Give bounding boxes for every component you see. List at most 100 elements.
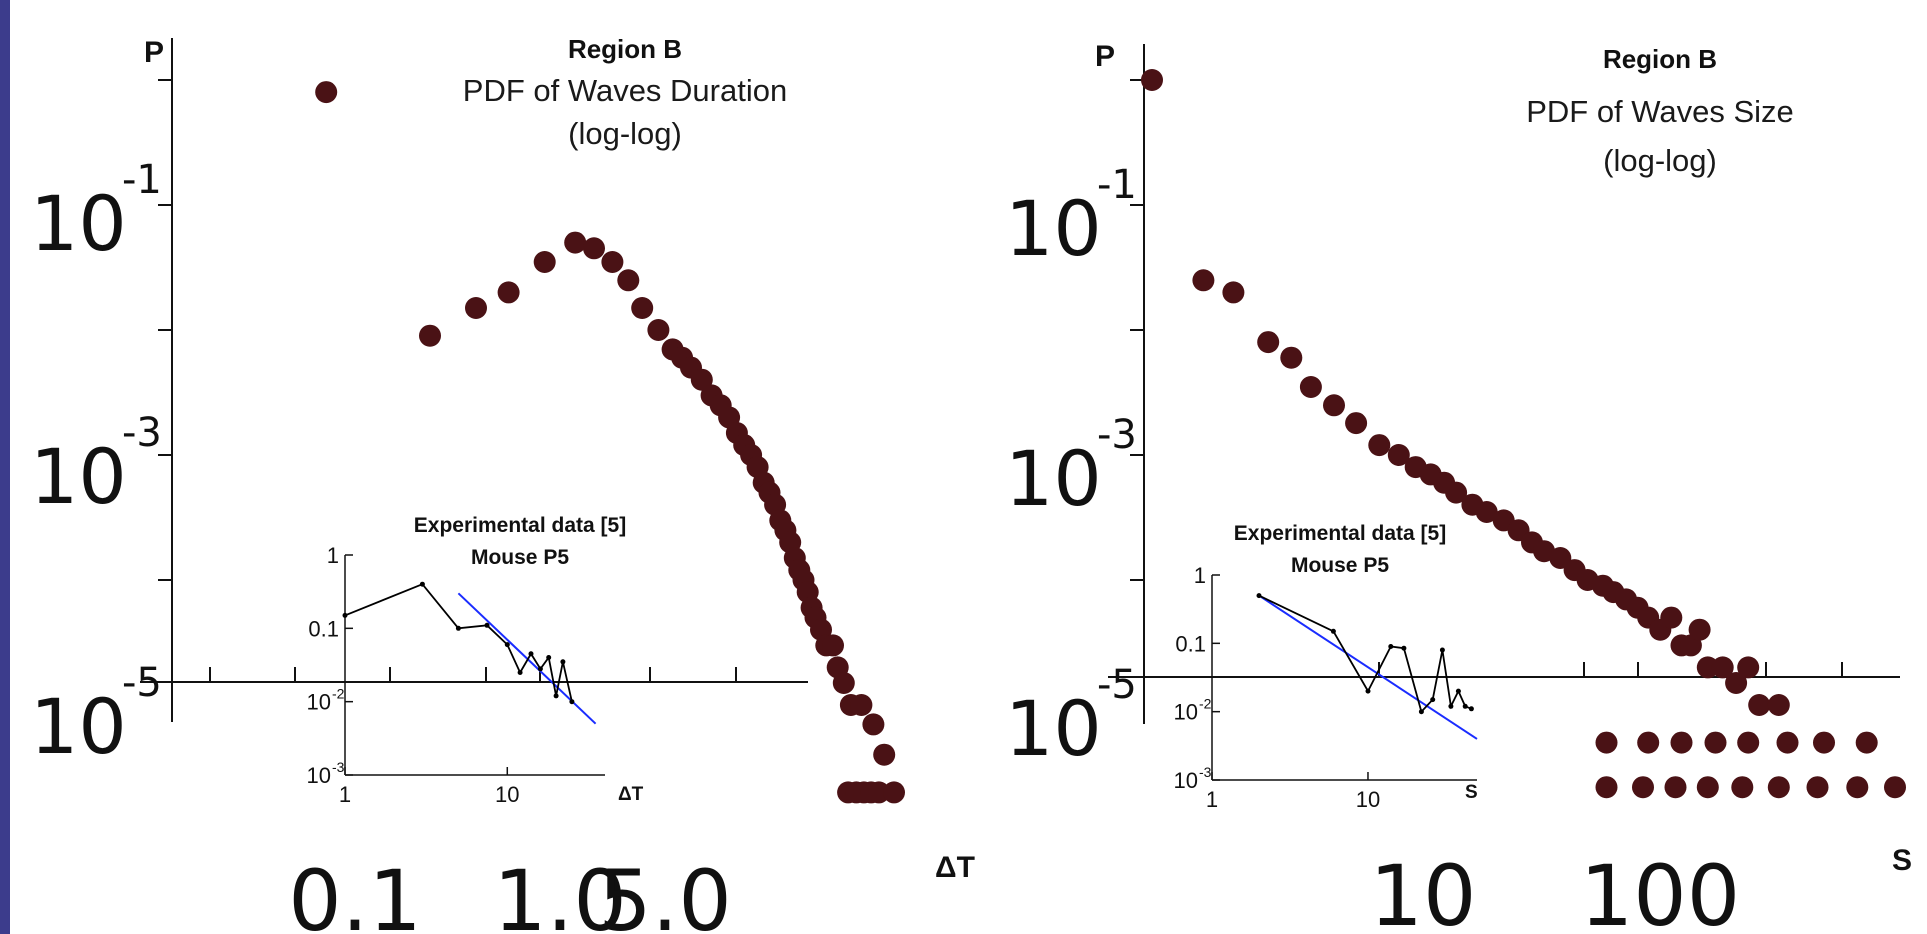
left-data-point [873, 743, 896, 766]
right-inset-y-tick-label: 1 [1194, 563, 1206, 588]
left-data-point [497, 281, 520, 304]
right-inset-x-tick-label: 10 [1356, 787, 1380, 812]
right-inset-data-point [1448, 703, 1454, 709]
right-data-point [1595, 731, 1618, 754]
left-inset-title: Experimental data [5] [414, 514, 626, 537]
right-x-axis-label: S [1892, 844, 1912, 877]
side-bar [0, 0, 10, 934]
right-data-point [1670, 731, 1693, 754]
left-inset-data-point [546, 655, 552, 660]
left-data-point [867, 781, 890, 804]
right-points [1141, 69, 1906, 799]
right-data-point [1855, 731, 1878, 754]
left-inset-data-point [455, 625, 461, 631]
left-inset-data-point [342, 612, 348, 618]
left-inset-data-point [484, 622, 490, 628]
left-inset-subtitle: Mouse P5 [471, 546, 569, 569]
right-inset-data-line [1258, 594, 1472, 714]
right-y-tick-label: 10 [1005, 184, 1102, 273]
right-data-point [1725, 672, 1748, 694]
left-inset-x-tick-label: 1 [339, 782, 351, 807]
left-region-title: Region B [568, 34, 682, 64]
right-inset-data-point [1462, 703, 1468, 709]
right-data-point [1813, 731, 1835, 754]
right-inset-data-point [1256, 593, 1262, 599]
left-data-point [315, 81, 338, 104]
left-data-point [617, 269, 640, 292]
left-data-point [832, 672, 855, 694]
right-y-axis-label: P [1095, 40, 1115, 73]
right-inset-title: Experimental data [5] [1234, 522, 1446, 545]
left-inset-data-point [537, 666, 543, 672]
right-inset-data-point [1330, 628, 1336, 634]
right-data-point [1776, 731, 1799, 754]
left-x-axis-label: ΔT [935, 851, 975, 884]
right-data-point [1767, 776, 1790, 799]
right-y-tick-exp: -5 [1097, 662, 1137, 708]
left-data-point [862, 713, 885, 736]
left-y-tick-exp: -5 [122, 660, 162, 706]
right-data-point [1299, 376, 1322, 398]
right-data-point [1368, 434, 1391, 457]
left-points [315, 81, 905, 804]
left-inset-fit-line [457, 592, 597, 725]
right-data-point [1222, 281, 1245, 304]
right-inset-data-point [1468, 706, 1474, 712]
left-data-point [465, 297, 487, 319]
right-inset-x-axis-label: S [1465, 782, 1478, 803]
right-inset-x-tick-label: 1 [1206, 787, 1218, 812]
left-inset-x-axis-label: ΔT [618, 784, 644, 805]
left-x-tick-label: 1.0 [493, 852, 627, 934]
right-data-point [1664, 776, 1687, 799]
right-inset-fit-line [1258, 594, 1478, 740]
right-inset-plot [1256, 593, 1478, 740]
left-x-tick-label: 0.1 [288, 852, 422, 934]
right-data-point [1846, 776, 1869, 799]
right-chart-subtitle: (log-log) [1603, 143, 1717, 178]
left-data-point [583, 237, 605, 260]
right-data-point [1345, 412, 1368, 435]
left-data-point [883, 781, 905, 804]
right-data-point [1688, 618, 1711, 641]
left-y-tick-exp: -1 [122, 157, 162, 203]
left-inset-y-tick-label: 10 [307, 690, 331, 715]
left-chart-subtitle: (log-log) [568, 116, 682, 151]
right-region-title: Region B [1603, 44, 1717, 74]
right-data-point [1323, 394, 1345, 417]
left-inset-data-point [560, 659, 566, 665]
left-x-tick-label: 5.0 [598, 852, 732, 934]
right-data-point [1387, 444, 1410, 466]
right-y-tick-label: 10 [1005, 434, 1102, 523]
right-data-point [1595, 776, 1618, 799]
left-y-tick-label: 10 [30, 682, 127, 771]
left-data-point [419, 324, 441, 347]
right-data-point [1696, 776, 1719, 799]
right-inset-data-point [1430, 697, 1436, 703]
left-y-tick-exp: -3 [122, 410, 162, 456]
right-data-point [1141, 69, 1163, 91]
right-inset-data-point [1388, 644, 1394, 649]
right-x-tick-label: 10 [1370, 847, 1477, 934]
left-data-point [690, 368, 713, 391]
right-chart-title: PDF of Waves Size [1526, 94, 1794, 129]
right-data-point [1637, 731, 1660, 754]
left-data-point [850, 694, 873, 716]
left-y-tick-label: 10 [30, 179, 127, 268]
left-inset-data-point [553, 693, 559, 699]
right-inset-y-tick-label: 10 [1174, 700, 1198, 725]
right-inset-y-tick-exp: -2 [1199, 696, 1212, 712]
left-data-point [822, 634, 844, 657]
right-data-point [1731, 776, 1754, 799]
right-data-point [1257, 331, 1280, 354]
right-inset-data-point [1455, 688, 1461, 694]
right-data-point [1884, 776, 1906, 799]
left-inset-data-point [569, 699, 575, 705]
left-data-point [647, 319, 670, 341]
left-inset-data-point [528, 651, 534, 657]
right-data-point [1767, 694, 1790, 716]
